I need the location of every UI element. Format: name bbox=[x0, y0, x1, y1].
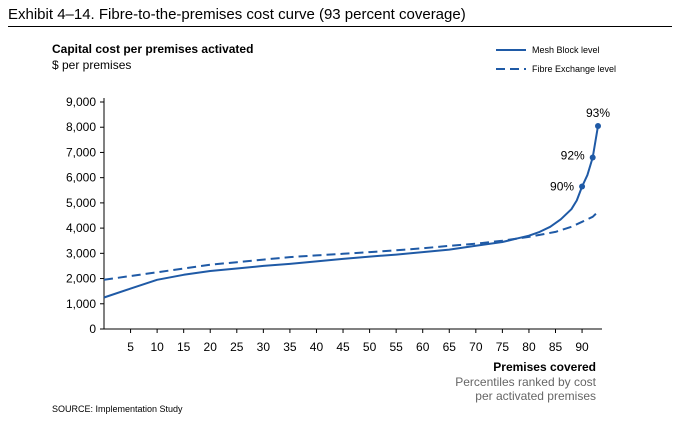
annotation-label: 90% bbox=[550, 179, 574, 193]
y-tick-label: 5,000 bbox=[66, 196, 96, 210]
y-axis-title: Capital cost per premises activated bbox=[52, 42, 254, 56]
annotation-label: 93% bbox=[586, 106, 610, 120]
legend-entry: Mesh Block level bbox=[532, 45, 600, 55]
x-tick-label: 80 bbox=[522, 340, 536, 354]
x-tick-label: 70 bbox=[469, 340, 483, 354]
annotation-marker bbox=[589, 154, 596, 161]
x-tick-label: 15 bbox=[177, 340, 191, 354]
x-tick-label: 40 bbox=[310, 340, 324, 354]
y-axis-unit: $ per premises bbox=[52, 58, 132, 72]
y-tick-label: 8,000 bbox=[66, 120, 96, 134]
x-tick-label: 35 bbox=[283, 340, 297, 354]
source-note: SOURCE: Implementation Study bbox=[52, 404, 183, 414]
series-line-mesh-block bbox=[103, 125, 599, 299]
x-tick-label: 25 bbox=[230, 340, 244, 354]
x-tick-label: 20 bbox=[204, 340, 218, 354]
y-tick-label: 9,000 bbox=[66, 95, 96, 109]
y-tick-label: 2,000 bbox=[66, 272, 96, 286]
title-divider bbox=[8, 26, 672, 27]
x-axis-subtitle: Percentiles ranked by cost bbox=[455, 375, 596, 389]
x-tick-label: 60 bbox=[416, 340, 430, 354]
x-tick-label: 65 bbox=[443, 340, 457, 354]
x-tick-label: 85 bbox=[549, 340, 563, 354]
x-tick-label: 90 bbox=[575, 340, 589, 354]
x-axis-title: Premises covered bbox=[493, 360, 596, 374]
y-tick-label: 0 bbox=[89, 322, 96, 336]
x-axis-subtitle: per activated premises bbox=[475, 389, 596, 403]
y-tick-label: 1,000 bbox=[66, 297, 96, 311]
y-tick-label: 4,000 bbox=[66, 221, 96, 235]
x-tick-label: 55 bbox=[389, 340, 403, 354]
legend-entry: Fibre Exchange level bbox=[532, 64, 616, 74]
y-tick-label: 6,000 bbox=[66, 171, 96, 185]
x-tick-label: 30 bbox=[257, 340, 271, 354]
series-line-fibre-exchange bbox=[103, 210, 599, 281]
annotation-label: 92% bbox=[561, 148, 585, 162]
y-tick-label: 7,000 bbox=[66, 145, 96, 159]
x-tick-label: 75 bbox=[496, 340, 510, 354]
annotation-marker bbox=[579, 183, 586, 190]
x-tick-label: 45 bbox=[336, 340, 350, 354]
x-tick-label: 50 bbox=[363, 340, 377, 354]
y-tick-label: 3,000 bbox=[66, 246, 96, 260]
exhibit-title: Exhibit 4–14. Fibre-to-the-premises cost… bbox=[8, 6, 466, 23]
x-tick-label: 5 bbox=[127, 340, 134, 354]
annotation-marker bbox=[595, 122, 601, 129]
x-tick-label: 10 bbox=[150, 340, 164, 354]
